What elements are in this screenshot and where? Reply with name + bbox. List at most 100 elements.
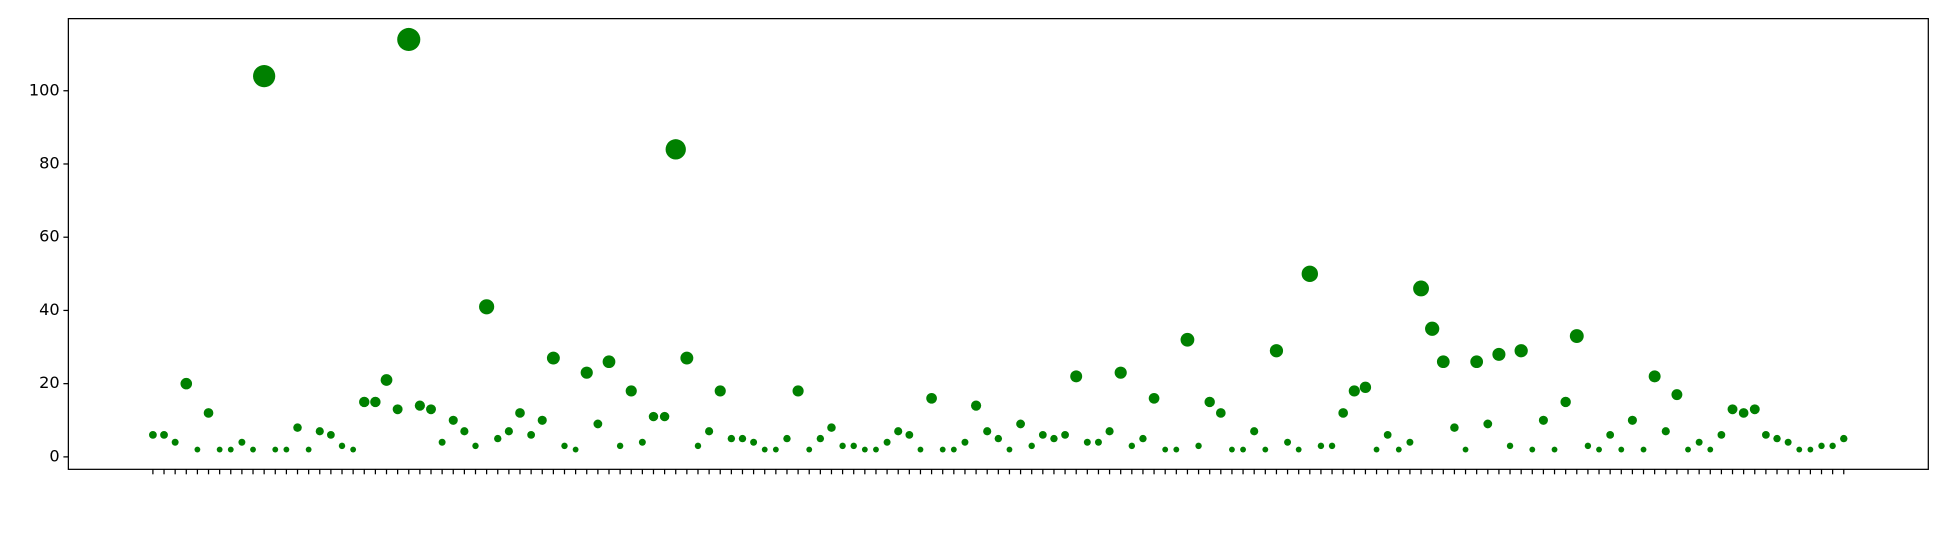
point — [227, 446, 234, 453]
point — [1083, 438, 1091, 446]
point — [1229, 446, 1235, 453]
point — [1569, 329, 1584, 344]
point — [494, 434, 502, 443]
point — [827, 423, 836, 432]
point — [1016, 419, 1025, 429]
point — [1114, 366, 1127, 379]
point — [1050, 434, 1058, 443]
point — [1807, 446, 1814, 453]
point — [1761, 431, 1770, 439]
point — [1514, 344, 1528, 358]
point — [1148, 392, 1160, 404]
point — [272, 446, 279, 453]
point — [293, 423, 302, 432]
point — [883, 438, 891, 446]
point — [537, 415, 547, 425]
point — [1406, 438, 1414, 446]
point — [1413, 280, 1429, 297]
point — [1373, 446, 1380, 453]
point — [1529, 446, 1536, 453]
point — [917, 446, 924, 453]
point — [1627, 415, 1637, 425]
point — [727, 434, 736, 443]
point — [203, 408, 214, 418]
y-tick-label: 60 — [39, 227, 60, 246]
point — [283, 446, 290, 453]
point — [1717, 431, 1726, 439]
point — [1250, 427, 1259, 436]
point — [448, 415, 458, 425]
point — [1262, 446, 1269, 453]
point — [414, 400, 425, 411]
point — [1470, 355, 1484, 369]
point — [648, 411, 659, 422]
point — [250, 446, 256, 453]
point — [1727, 404, 1738, 415]
point — [1180, 332, 1195, 347]
point — [961, 438, 969, 446]
point — [850, 442, 857, 450]
point — [1240, 446, 1246, 453]
point — [1094, 438, 1102, 446]
point — [527, 431, 536, 439]
point — [1195, 442, 1202, 450]
point — [180, 377, 193, 390]
point — [593, 419, 603, 429]
point — [714, 385, 726, 397]
point — [171, 438, 179, 446]
point — [1506, 442, 1514, 450]
point — [472, 442, 479, 450]
point — [1162, 446, 1169, 453]
point — [939, 446, 946, 453]
point — [665, 139, 686, 160]
point — [580, 366, 593, 379]
point — [1661, 427, 1670, 436]
point — [616, 442, 624, 450]
point — [806, 446, 813, 453]
point — [1301, 265, 1319, 283]
point — [479, 299, 495, 315]
point — [315, 427, 324, 436]
point — [783, 434, 791, 443]
point — [1105, 427, 1114, 436]
point — [839, 442, 846, 450]
point — [380, 374, 393, 386]
point — [1492, 347, 1506, 361]
point — [1648, 370, 1661, 383]
point — [792, 385, 804, 397]
point — [216, 446, 223, 453]
point — [861, 446, 868, 453]
point — [761, 446, 768, 453]
point — [680, 351, 694, 365]
y-tick-label: 100 — [29, 80, 60, 99]
point — [1784, 438, 1792, 446]
point — [561, 442, 568, 450]
point — [1818, 442, 1825, 450]
y-tick-label: 40 — [39, 300, 60, 319]
point — [1685, 446, 1691, 453]
point — [994, 434, 1003, 443]
point — [426, 404, 436, 415]
point — [1061, 431, 1069, 439]
point — [1749, 404, 1760, 415]
point — [1348, 385, 1360, 397]
y-tick-label: 80 — [39, 153, 60, 172]
point — [1773, 434, 1781, 443]
point — [905, 431, 914, 439]
point — [1395, 446, 1402, 453]
point — [1584, 442, 1592, 450]
point — [1006, 446, 1013, 453]
point — [1338, 408, 1349, 418]
point — [1284, 438, 1292, 446]
point — [572, 446, 579, 453]
point — [1829, 442, 1836, 450]
point — [694, 442, 702, 450]
point — [1796, 446, 1803, 453]
point — [1038, 431, 1047, 439]
point — [1328, 442, 1336, 450]
point — [1128, 442, 1136, 450]
point — [546, 351, 560, 365]
point — [1215, 408, 1226, 418]
plot-frame — [67, 18, 1929, 470]
